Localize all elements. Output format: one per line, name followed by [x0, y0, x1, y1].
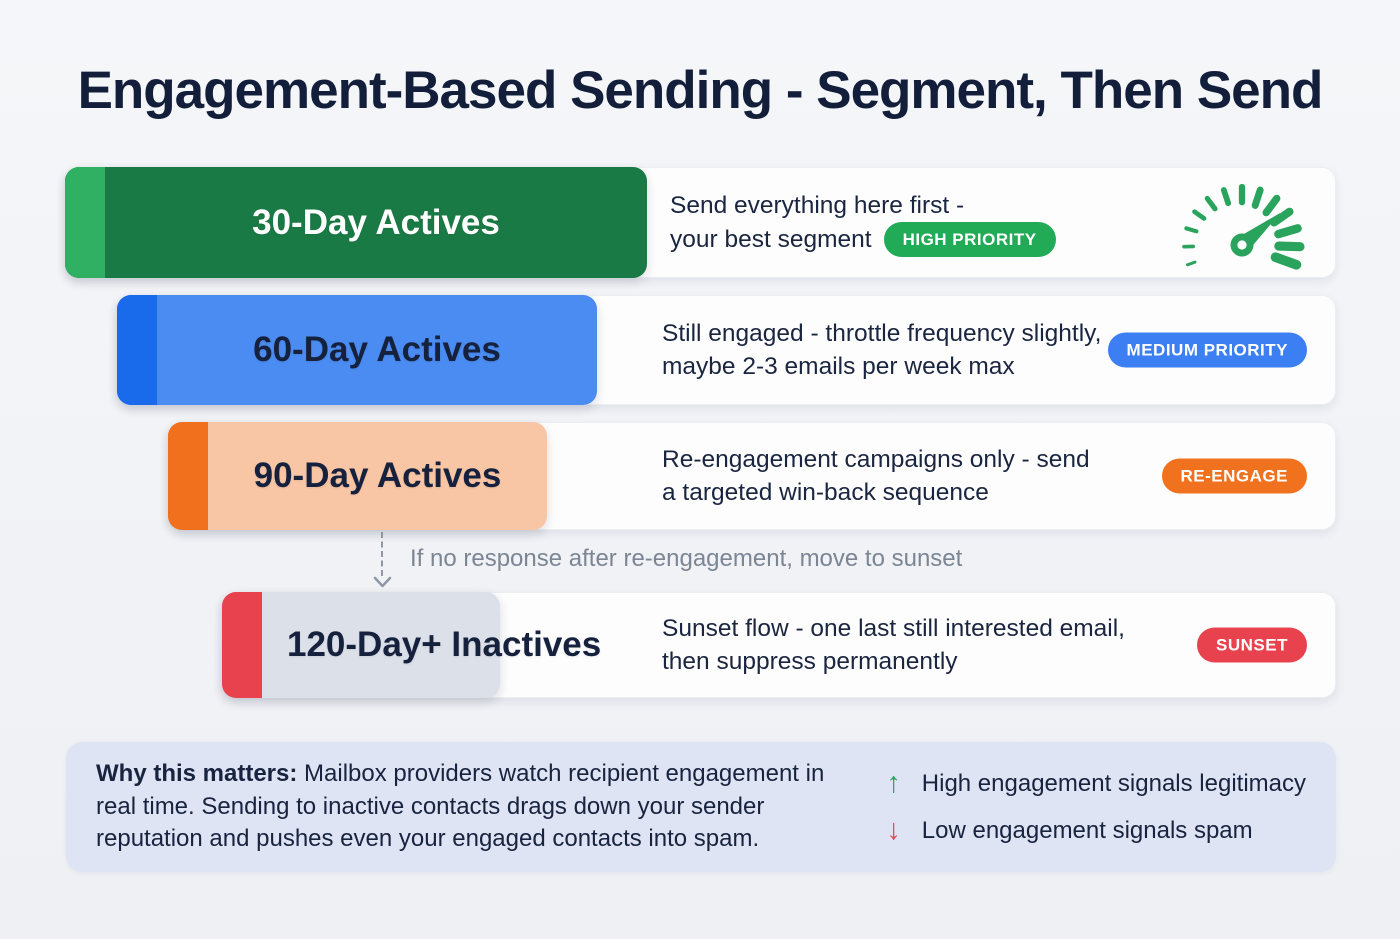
page-title: Engagement-Based Sending - Segment, Then…	[77, 61, 1324, 120]
bar-accent	[168, 422, 208, 530]
signal-text: High engagement signals legitimacy	[921, 769, 1306, 797]
segment-bar: 120-Day+ Inactives	[222, 592, 601, 698]
bar-accent	[65, 167, 105, 278]
description-line: Still engaged - throttle frequency sligh…	[662, 320, 1102, 347]
segment-bar: 30-Day Actives	[65, 167, 647, 278]
description-line: Re-engagement campaigns only - send	[662, 446, 1090, 473]
segment-description: Sunset flow - one last still interested …	[662, 592, 1125, 698]
segment-row-30-day: Send everything here first - your best s…	[65, 167, 1336, 278]
list-item: ↑ High engagement signals legitimacy	[882, 767, 1306, 800]
engagement-signal-list: ↑ High engagement signals legitimacy ↓ L…	[882, 767, 1306, 847]
down-arrow-icon: ↓	[886, 814, 902, 846]
description-line: Send everything here first -	[670, 191, 965, 219]
segment-row-120-day: Sunset flow - one last still interested …	[222, 592, 1336, 698]
priority-badge: RE-ENGAGE	[1161, 458, 1307, 494]
up-arrow-icon: ↑	[886, 767, 902, 799]
description-line: your best segment HIGH PRIORITY	[670, 221, 1056, 257]
segment-description: Still engaged - throttle frequency sligh…	[662, 295, 1101, 405]
speedometer-icon	[1182, 183, 1305, 270]
sunset-transition-note: If no response after re-engagement, move…	[370, 530, 962, 588]
why-this-matters-text: Why this matters: Mailbox providers watc…	[96, 758, 840, 856]
description-line: maybe 2-3 emails per week max	[662, 353, 1015, 380]
segment-bar: 90-Day Actives	[168, 422, 547, 530]
segment-label: 60-Day Actives	[253, 330, 501, 369]
priority-badge: HIGH PRIORITY	[883, 221, 1056, 257]
segment-label: 90-Day Actives	[253, 456, 502, 495]
bar-accent	[222, 592, 262, 698]
arrow-head-icon	[373, 576, 392, 588]
description-line: Sunset flow - one last still interested …	[662, 615, 1125, 642]
dashed-line	[381, 532, 383, 576]
list-item: ↓ Low engagement signals spam	[882, 814, 1306, 847]
segment-description: Re-engagement campaigns only - send a ta…	[662, 422, 1090, 530]
segment-label: 30-Day Actives	[252, 202, 500, 242]
bar-accent	[117, 295, 157, 405]
segment-label: 120-Day+ Inactives	[287, 625, 602, 664]
why-this-matters-lead: Why this matters:	[96, 760, 298, 788]
description-line: then suppress permanently	[662, 648, 958, 675]
priority-badge: SUNSET	[1197, 627, 1307, 663]
segment-description: Send everything here first - your best s…	[670, 167, 1056, 278]
why-this-matters-box: Why this matters: Mailbox providers watc…	[66, 742, 1336, 872]
transition-note-text: If no response after re-engagement, move…	[410, 545, 963, 572]
segment-row-90-day: Re-engagement campaigns only - send a ta…	[168, 422, 1336, 530]
priority-badge: MEDIUM PRIORITY	[1107, 332, 1307, 368]
segment-bar: 60-Day Actives	[117, 295, 597, 405]
signal-text: Low engagement signals spam	[921, 816, 1253, 844]
description-line: a targeted win-back sequence	[662, 479, 989, 506]
dashed-arrow	[370, 530, 396, 588]
why-this-matters-body: Mailbox providers watch recipient engage…	[96, 760, 825, 853]
segment-row-60-day: Still engaged - throttle frequency sligh…	[117, 295, 1336, 405]
